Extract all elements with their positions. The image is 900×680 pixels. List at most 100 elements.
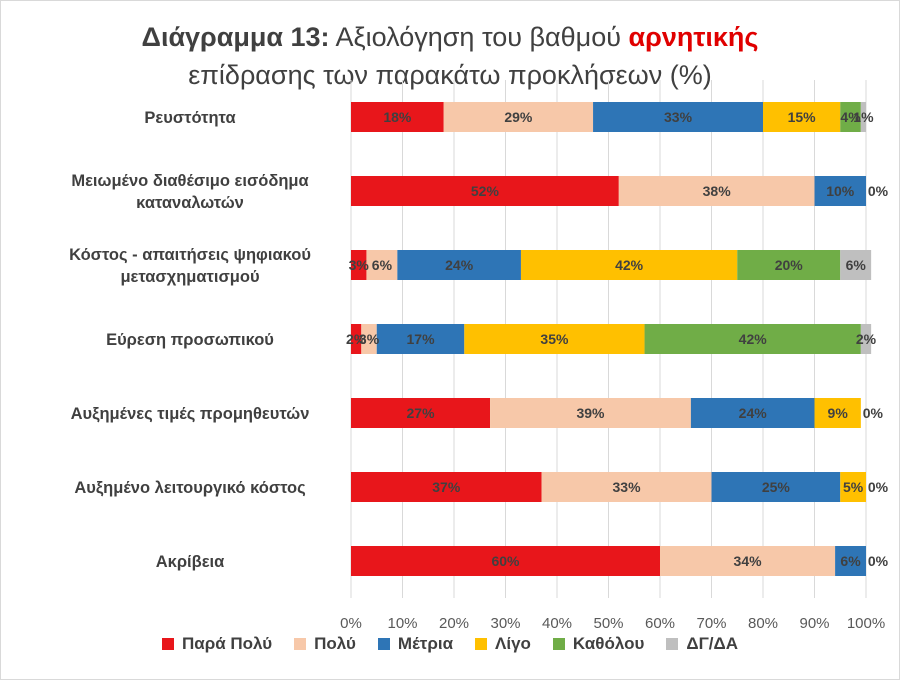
bar-segment <box>351 250 367 280</box>
data-label: 6% <box>846 257 867 273</box>
data-label: 10% <box>826 183 855 199</box>
x-tick-label: 70% <box>696 615 726 632</box>
bar-segment <box>737 250 841 280</box>
x-tick-label: 0% <box>340 615 362 632</box>
x-tick-label: 50% <box>593 615 623 632</box>
legend-swatch <box>552 638 565 650</box>
bar-segment <box>366 250 398 280</box>
legend-label: Πολύ <box>314 634 356 653</box>
bar-segment <box>644 324 861 354</box>
legend-swatch <box>475 638 488 650</box>
bar-segment <box>840 102 861 132</box>
data-label: 20% <box>775 257 804 273</box>
chart-legend: Παρά Πολύ Πολύ Μέτρια Λίγο Καθόλου ΔΓ/ΔΑ <box>0 634 900 654</box>
bar-segment <box>397 250 521 280</box>
bar-segment <box>351 324 362 354</box>
bar-segment <box>660 546 836 576</box>
chart-title-lead: Διάγραμμα 13: <box>141 22 330 52</box>
bar-segment <box>840 472 866 502</box>
bar-segment <box>351 398 491 428</box>
bar-segment <box>860 324 872 354</box>
legend-item: Πολύ <box>294 634 356 654</box>
data-label: 29% <box>504 109 533 125</box>
bar-segment <box>814 398 861 428</box>
data-label: 24% <box>445 257 474 273</box>
category-label: Μειωμένο διαθέσιμο εισόδημα <box>71 172 308 190</box>
legend-label: Καθόλου <box>572 634 645 653</box>
bar-segment <box>443 102 594 132</box>
chart-title-part1: Αξιολόγηση του βαθμού <box>329 22 629 52</box>
legend-swatch <box>161 638 174 650</box>
bar-segment <box>351 546 660 576</box>
bar-segment <box>376 324 465 354</box>
x-tick-label: 90% <box>799 615 829 632</box>
data-label: 0% <box>868 553 889 569</box>
category-label: μετασχηματισμού <box>120 268 259 286</box>
data-label: 38% <box>703 183 732 199</box>
legend-item: Μέτρια <box>377 634 453 654</box>
data-label: 6% <box>372 257 393 273</box>
data-label: 5% <box>843 479 864 495</box>
data-label: 35% <box>540 331 569 347</box>
data-label: 4% <box>840 109 861 125</box>
data-label: 9% <box>828 405 849 421</box>
x-tick-label: 20% <box>439 615 469 632</box>
data-label: 15% <box>788 109 817 125</box>
data-label: 6% <box>840 553 861 569</box>
chart-title: Διάγραμμα 13: Αξιολόγηση του βαθμού αρνη… <box>0 18 900 94</box>
data-label: 0% <box>868 183 889 199</box>
bar-segment <box>690 398 815 428</box>
data-label: 42% <box>615 257 644 273</box>
bar-segment <box>840 250 872 280</box>
bar-segment <box>835 546 866 576</box>
legend-swatch <box>377 638 390 650</box>
data-label: 34% <box>734 553 763 569</box>
bar-segment <box>541 472 712 502</box>
legend-swatch <box>294 638 307 650</box>
data-label: 18% <box>383 109 412 125</box>
bar-segment <box>351 472 542 502</box>
legend-item: ΔΓ/ΔΑ <box>666 634 738 654</box>
x-tick-label: 80% <box>748 615 778 632</box>
data-label: 24% <box>739 405 768 421</box>
x-tick-label: 100% <box>847 615 885 632</box>
bar-segment <box>618 176 815 206</box>
legend-label: ΔΓ/ΔΑ <box>686 634 739 653</box>
chart-title-line-2: επίδρασης των παρακάτω προκλήσεων (%) <box>188 60 712 90</box>
legend-item: Λίγο <box>475 634 531 654</box>
bar-segment <box>814 176 866 206</box>
bar-segment <box>351 102 444 132</box>
legend-item: Καθόλου <box>552 634 645 654</box>
legend-item: Παρά Πολύ <box>161 634 273 654</box>
data-label: 0% <box>863 405 884 421</box>
data-label: 3% <box>349 257 370 273</box>
data-label: 3% <box>359 331 380 347</box>
chart-title-highlight: αρνητικής <box>628 22 759 52</box>
bar-segment <box>361 324 377 354</box>
data-label: 2% <box>856 331 877 347</box>
bar-segment <box>763 102 841 132</box>
legend-label: Παρά Πολύ <box>181 634 273 653</box>
category-label: Ρευστότητα <box>144 109 235 127</box>
x-tick-label: 10% <box>387 615 417 632</box>
bar-segment <box>490 398 691 428</box>
data-label: 33% <box>664 109 693 125</box>
data-label: 2% <box>346 331 367 347</box>
x-tick-label: 40% <box>542 615 572 632</box>
chart-title-line-1: Διάγραμμα 13: Αξιολόγηση του βαθμού αρνη… <box>0 18 900 56</box>
bar-segment <box>520 250 738 280</box>
category-label: Εύρεση προσωπικού <box>106 331 274 349</box>
data-label: 27% <box>407 405 436 421</box>
bar-segment <box>593 102 763 132</box>
legend-swatch <box>666 638 679 650</box>
category-label: Αυξημένες τιμές προμηθευτών <box>71 405 310 423</box>
data-label: 37% <box>432 479 461 495</box>
data-label: 33% <box>613 479 642 495</box>
data-label: 60% <box>491 553 520 569</box>
bar-segment <box>711 472 841 502</box>
category-label: Αυξημένο λειτουργικό κόστος <box>74 479 305 497</box>
data-label: 39% <box>576 405 605 421</box>
bar-segment <box>464 324 645 354</box>
category-label: καταναλωτών <box>136 194 244 212</box>
